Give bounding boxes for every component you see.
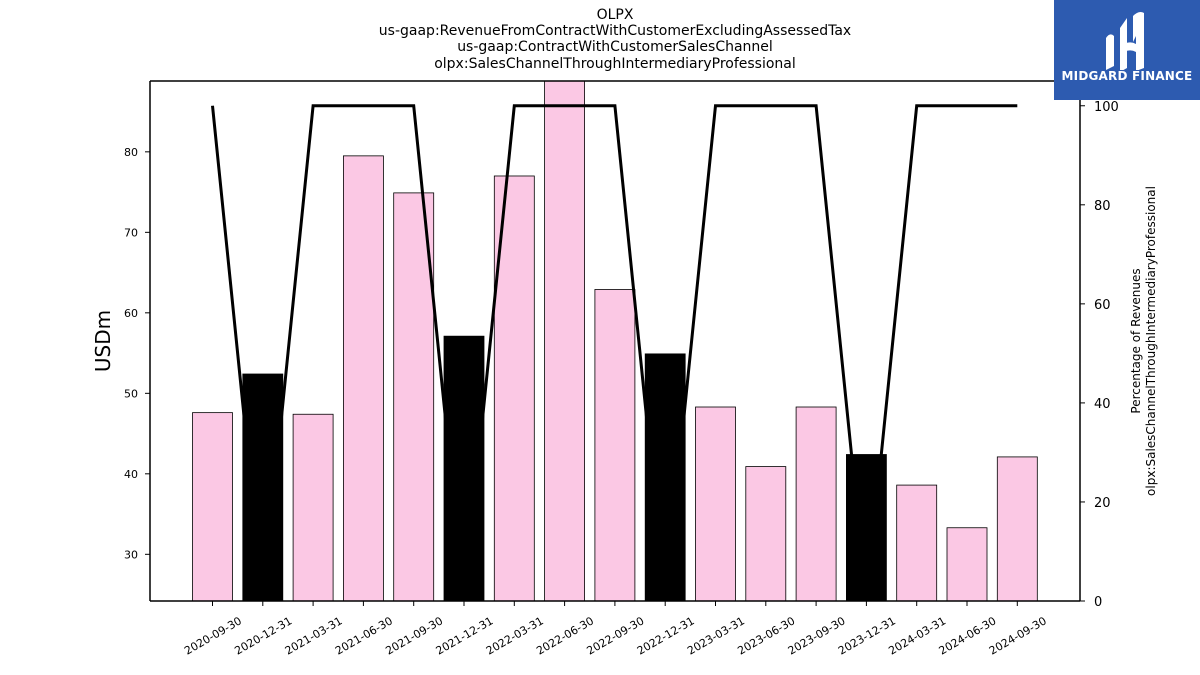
y2-tick-label: 60 xyxy=(1094,298,1111,313)
logo-text: MIDGARD FINANCE xyxy=(1061,69,1193,83)
y-axis-label: USDm xyxy=(91,310,115,372)
bar xyxy=(695,406,736,602)
y2-tick-label: 80 xyxy=(1094,199,1111,214)
bar xyxy=(795,406,837,602)
bar xyxy=(946,527,988,602)
bar xyxy=(192,412,233,602)
bar xyxy=(594,289,636,602)
chart-title-line-2: us-gaap:RevenueFromContractWithCustomerE… xyxy=(378,23,852,39)
bar xyxy=(242,373,284,602)
y2-axis-label-line-1: Percentage of Revenues xyxy=(1129,268,1143,413)
logo-mark-icon xyxy=(1106,12,1144,70)
y-tick-label: 50 xyxy=(124,387,138,400)
y-tick-label: 30 xyxy=(124,548,138,561)
chart-title-line-3: us-gaap:ContractWithCustomerSalesChannel xyxy=(457,39,773,55)
bar xyxy=(342,155,384,602)
y2-axis-label-line-2: olpx:SalesChannelThroughIntermediaryProf… xyxy=(1144,186,1158,496)
y-tick-label: 60 xyxy=(124,307,138,320)
percentage-line xyxy=(211,104,1018,602)
midgard-finance-logo: MIDGARD FINANCE xyxy=(1054,0,1200,100)
bar xyxy=(745,466,787,602)
bar xyxy=(393,192,435,602)
y2-tick-label: 20 xyxy=(1094,496,1111,511)
y2-tick-label: 100 xyxy=(1094,100,1119,115)
y-tick-label: 70 xyxy=(124,226,138,239)
x-tick-label: 2024-09-30 xyxy=(987,614,1049,657)
bar xyxy=(544,80,585,602)
bar xyxy=(292,413,334,602)
y-tick-label: 80 xyxy=(124,146,138,159)
chart-title-line-1: OLPX xyxy=(596,7,634,23)
bar xyxy=(996,456,1038,602)
y2-tick-label: 40 xyxy=(1094,397,1111,412)
chart-title-line-4: olpx:SalesChannelThroughIntermediaryProf… xyxy=(434,56,796,72)
y2-tick-label: 0 xyxy=(1094,595,1102,610)
y-tick-label: 40 xyxy=(124,468,138,481)
bar xyxy=(896,484,938,602)
